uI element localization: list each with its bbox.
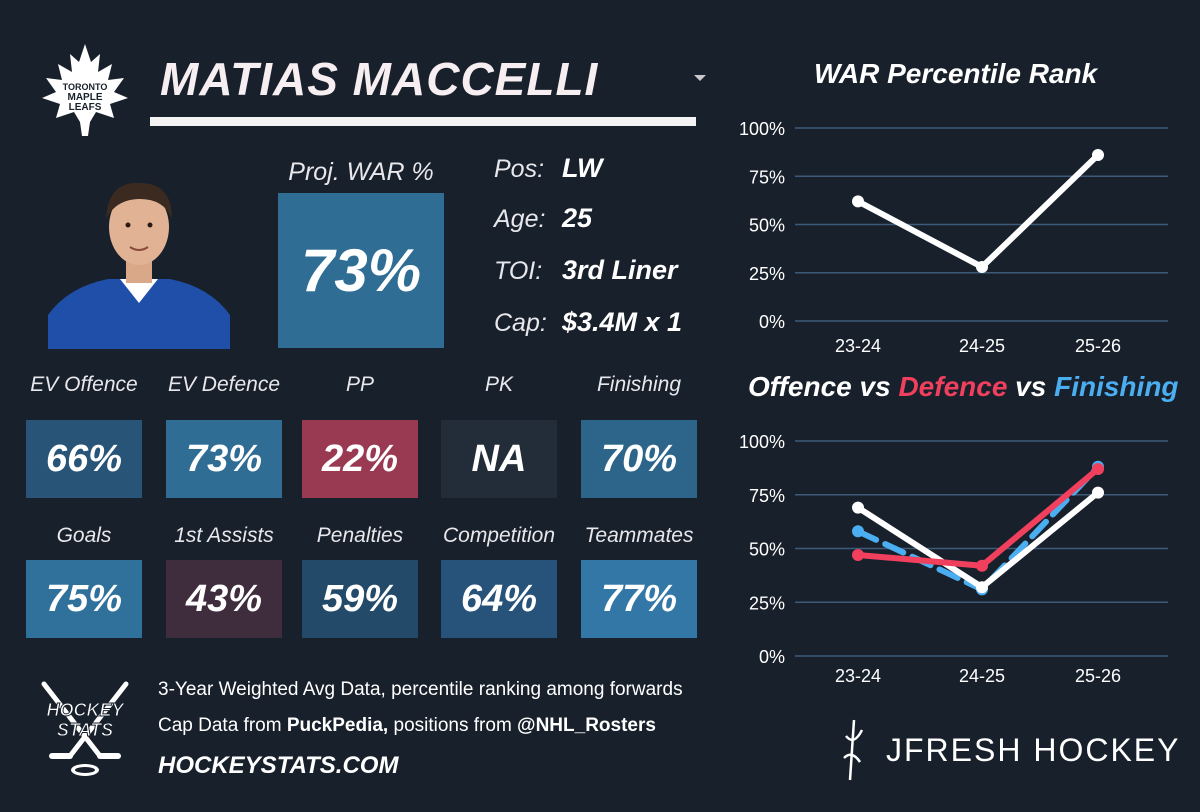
chevron-down-icon[interactable] [692,70,708,81]
tile-label-1st-assists: 1st Assists [174,524,274,547]
tile-label-finishing: Finishing [596,373,682,396]
cap-label: Cap: [494,309,547,337]
y-tick-label: 0% [759,647,785,667]
tile-goals: 75% [26,560,142,638]
title-vs: vs [851,371,899,402]
player-photo [48,175,230,349]
age-value: 25 [562,203,593,233]
y-tick-label: 0% [759,312,785,332]
war-percentile-chart: 0% 25% 50% 75% 100% 23-24 24-25 25-26 [739,119,1168,356]
name-divider [150,117,696,126]
tile-label-ev-offence: EV Offence [30,373,138,396]
hs-logo-text: HOCKEY [46,700,125,720]
offence-defence-finishing-title: Offence vs Defence vs Finishing [748,371,1179,403]
y-tick-label: 25% [749,264,785,284]
pos-value: LW [562,153,603,183]
title-defence: Defence [898,371,1008,402]
x-tick-label: 24-25 [959,666,1005,686]
pos-label: Pos: [494,155,545,183]
tile-label-goals: Goals [56,524,112,547]
data-point [1092,462,1104,475]
proj-war-label: Proj. WAR % [288,158,434,186]
data-point [852,501,864,514]
player-name: MATIAS MACCELLI [160,53,599,105]
tile-label-ev-defence: EV Defence [167,373,281,396]
x-tick-label: 25-26 [1075,336,1121,356]
logo-text-line: LEAFS [69,102,102,113]
data-point [852,525,864,538]
sources-mid: positions from [388,715,518,736]
tile-pk: NA [441,420,557,498]
title-finishing: Finishing [1054,371,1179,402]
data-point [1092,149,1104,162]
proj-war-value: 73% [278,193,444,348]
cap-value: $3.4M x 1 [562,307,683,337]
y-tick-label: 75% [749,167,785,187]
y-tick-label: 50% [749,540,785,560]
series-line [855,152,1101,270]
hs-logo-text: STATS [57,720,113,740]
footer-sources: Cap Data from PuckPedia, positions from … [158,715,656,737]
data-point [852,195,864,208]
data-point [976,260,988,273]
age-label: Age: [494,205,546,233]
data-point [1092,486,1104,499]
title-vs: vs [1007,371,1055,402]
y-tick-label: 100% [739,432,785,452]
tile-penalties: 59% [302,560,418,638]
tile-label-pp: PP [345,373,374,396]
data-point [852,548,864,561]
tile-pp: 22% [302,420,418,498]
tile-1st-assists: 43% [166,560,282,638]
y-tick-label: 50% [749,216,785,236]
x-tick-label: 23-24 [835,666,881,686]
maple-leaf-icon: TORONTO MAPLE LEAFS [42,44,128,136]
puckpedia-link[interactable]: PuckPedia, [286,715,389,736]
x-tick-label: 25-26 [1075,666,1121,686]
title-offence: Offence [748,371,852,402]
tile-teammates: 77% [581,560,697,638]
tile-label-teammates: Teammates [584,524,694,547]
war-chart-title: WAR Percentile Rank [814,58,1098,89]
x-tick-label: 24-25 [959,336,1005,356]
site-url[interactable]: HOCKEYSTATS.COM [158,752,399,779]
y-tick-label: 100% [739,119,785,139]
tile-competition: 64% [441,560,557,638]
data-point [976,559,988,572]
jfresh-logo: JFRESH HOCKEY [840,716,1180,786]
sources-prefix: Cap Data from [158,715,287,736]
tile-label-competition: Competition [442,524,556,547]
toi-label: TOI: [494,257,543,285]
tile-label-pk: PK [484,373,513,396]
team-logo: TORONTO MAPLE LEAFS [38,40,132,140]
logo-text-line: TORONTO [63,82,108,92]
tile-ev-offence: 66% [26,420,142,498]
jfresh-text: JFRESH HOCKEY [886,732,1180,768]
logo-text-line: MAPLE [68,92,103,103]
data-point [976,581,988,594]
y-tick-label: 25% [749,593,785,613]
nhl-rosters-link[interactable]: @NHL_Rosters [517,715,656,736]
x-tick-label: 23-24 [835,336,881,356]
tile-ev-defence: 73% [166,420,282,498]
tile-label-penalties: Penalties [316,524,404,547]
components-chart: 0% 25% 50% 75% 100% 23-24 24-25 25-26 [739,432,1168,686]
toi-value: 3rd Liner [562,255,678,285]
footer-note: 3-Year Weighted Avg Data, percentile ran… [158,679,683,700]
tile-finishing: 70% [581,420,697,498]
hockeystats-logo: HOCKEY STATS [30,676,140,794]
y-tick-label: 75% [749,486,785,506]
